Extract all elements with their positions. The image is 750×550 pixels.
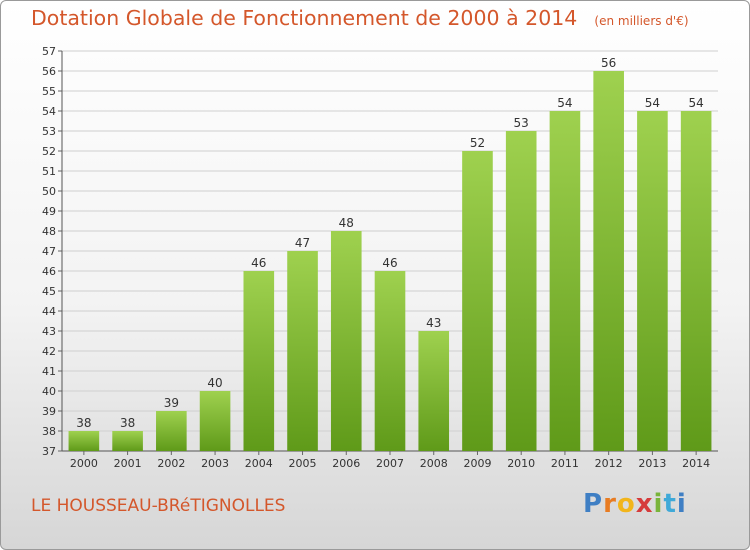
x-tick-label-2006: 2006 [332, 457, 360, 470]
y-tick-label: 43 [42, 325, 56, 338]
proxiti-logo[interactable]: Proxiti [583, 489, 687, 519]
x-tick-label-2000: 2000 [70, 457, 98, 470]
logo-letter: P [583, 489, 604, 519]
y-tick-label: 37 [42, 445, 56, 458]
value-label-2014: 54 [688, 96, 703, 110]
y-tick-label: 41 [42, 365, 56, 378]
value-label-2000: 38 [76, 416, 91, 430]
value-label-2013: 54 [645, 96, 660, 110]
value-label-2002: 39 [164, 396, 179, 410]
value-label-2012: 56 [601, 56, 616, 70]
bar-2004 [243, 271, 275, 451]
y-tick-label: 54 [42, 105, 56, 118]
x-tick-label-2001: 2001 [114, 457, 142, 470]
y-tick-label: 57 [42, 45, 56, 58]
x-tick-label-2010: 2010 [507, 457, 535, 470]
bars [68, 71, 712, 451]
logo-letter: r [603, 489, 617, 519]
y-tick-label: 40 [42, 385, 56, 398]
x-tick-label-2003: 2003 [201, 457, 229, 470]
value-label-2005: 47 [295, 236, 310, 250]
bar-2006 [330, 231, 362, 451]
y-tick-label: 52 [42, 145, 56, 158]
bar-2014 [680, 111, 712, 451]
commune-name: LE HOUSSEAU-BRéTIGNOLLES [31, 496, 286, 516]
y-tick-label: 56 [42, 65, 56, 78]
title-row: Dotation Globale de Fonctionnement de 20… [31, 6, 689, 30]
chart-subtitle: (en milliers d'€) [594, 14, 689, 28]
x-tick-label-2002: 2002 [157, 457, 185, 470]
bar-2011 [549, 111, 581, 451]
value-label-2009: 52 [470, 136, 485, 150]
labels: 37 38 39 40 41 42 43 44 45 46 47 48 49 50 51 52 53 54 55 56… [42, 45, 710, 470]
bar-2007 [374, 271, 406, 451]
bar-2001 [112, 431, 143, 451]
y-tick-label: 53 [42, 125, 56, 138]
x-tick-label-2007: 2007 [376, 457, 404, 470]
logo-letter: o [616, 489, 636, 519]
logo-letter: t [663, 489, 677, 519]
bar-2013 [637, 111, 668, 451]
value-label-2010: 53 [514, 116, 529, 130]
y-tick-label: 38 [42, 425, 56, 438]
y-tick-label: 46 [42, 265, 56, 278]
y-tick-label: 45 [42, 285, 56, 298]
y-tick-label: 44 [42, 305, 56, 318]
y-tick-label: 47 [42, 245, 56, 258]
bar-2000 [68, 431, 100, 451]
y-tick-label: 48 [42, 225, 56, 238]
bar-2012 [593, 71, 624, 451]
value-label-2008: 43 [426, 316, 441, 330]
bar-2010 [505, 131, 537, 451]
x-tick-label-2009: 2009 [463, 457, 491, 470]
chart-title: Dotation Globale de Fonctionnement de 20… [31, 6, 578, 30]
bar-2005 [287, 251, 318, 451]
x-tick-label-2014: 2014 [682, 457, 710, 470]
y-tick-label: 55 [42, 85, 56, 98]
y-tick-label: 42 [42, 345, 56, 358]
logo-letter: i [676, 489, 687, 519]
value-label-2011: 54 [557, 96, 572, 110]
x-tick-label-2004: 2004 [245, 457, 273, 470]
x-tick-label-2008: 2008 [420, 457, 448, 470]
bar-2009 [462, 151, 493, 451]
x-tick-label-2013: 2013 [638, 457, 666, 470]
logo-letter: i [653, 489, 664, 519]
x-tick-label-2005: 2005 [289, 457, 317, 470]
value-label-2003: 40 [207, 376, 222, 390]
x-tick-label-2011: 2011 [551, 457, 579, 470]
value-label-2006: 48 [339, 216, 354, 230]
y-tick-label: 50 [42, 185, 56, 198]
y-tick-label: 51 [42, 165, 56, 178]
value-label-2004: 46 [251, 256, 266, 270]
y-tick-label: 39 [42, 405, 56, 418]
x-tick-label-2012: 2012 [595, 457, 623, 470]
bar-2008 [418, 331, 450, 451]
logo-letter: x [635, 489, 654, 519]
bar-2003 [199, 391, 231, 451]
value-label-2007: 46 [382, 256, 397, 270]
bar-2002 [156, 411, 187, 451]
value-label-2001: 38 [120, 416, 135, 430]
y-tick-label: 49 [42, 205, 56, 218]
